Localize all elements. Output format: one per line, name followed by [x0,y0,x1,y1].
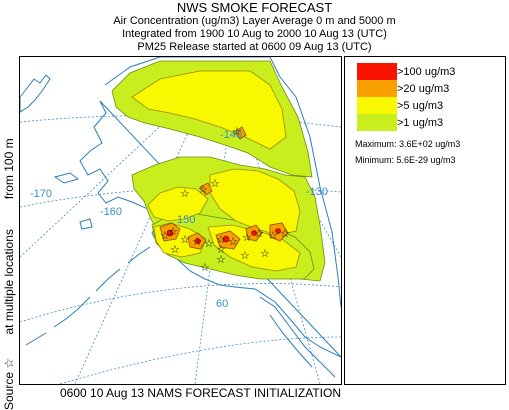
legend-swatch [357,80,397,97]
source-height: from 100 m [2,138,16,200]
legend: >100 ug/m3 >20 ug/m3 >5 ug/m3 >1 ug/m3 M… [344,56,506,385]
legend-minimum: Minimum: 5.6E-29 ug/m3 [355,155,456,165]
smoke-gt100-3 [222,235,230,243]
source-star-icon: ☆ [204,237,214,250]
source-star-icon: ☆ [216,243,226,256]
legend-label: >100 ug/m3 [397,65,456,78]
smoke-gt5-north [131,70,287,150]
smoke-gt100-2 [195,238,201,244]
nunivak-island [79,218,93,230]
source-star-icon: ☆ [216,233,226,246]
chart-subtitle-layer: Air Concentration (ug/m3) Layer Average … [113,15,396,27]
lat-line-55 [59,336,341,384]
legend-item-gt5: >5 ug/m3 [357,97,443,114]
aleutian-islands [25,246,151,346]
source-label: Source ☆ at multiple locations from 100 … [2,50,18,410]
legend-label: >1 ug/m3 [397,116,444,129]
legend-maximum: Maximum: 3.6E+02 ug/m3 [355,139,461,149]
legend-item-gt20: >20 ug/m3 [357,80,449,97]
source-star-icon: ☆ [200,261,210,274]
legend-item-gt1: >1 ug/m3 [357,114,443,131]
aleutian-1 [127,246,151,264]
source-star-icon: ☆ [168,225,178,238]
source-star-icon: ☆ [2,357,16,369]
lon-label-140: -140 [220,129,242,141]
source-locations: at multiple locations [2,229,16,335]
source-stars: ☆ ☆ ☆ ☆ ☆ ☆ ☆ ☆ ☆ ☆ ☆ ☆ ☆ ☆ ☆ ☆ ☆ ☆ ☆ ☆ … [160,125,290,274]
source-star-icon: ☆ [228,235,238,248]
lon-label-130: -130 [306,186,328,198]
forecast-initialization: 0600 10 Aug 13 NAMS FORECAST INITIALIZAT… [60,386,341,400]
source-star-icon: ☆ [232,125,242,138]
aleutian-2 [95,268,121,292]
source-star-icon: ☆ [210,177,220,190]
smoke-map: ☆ ☆ ☆ ☆ ☆ ☆ ☆ ☆ ☆ ☆ ☆ ☆ ☆ ☆ ☆ ☆ ☆ ☆ ☆ ☆ … [19,56,342,385]
legend-swatch [357,63,397,80]
smoke-gt5-west [147,186,209,222]
source-star-icon: ☆ [242,231,252,244]
chart-subtitle-release: PM25 Release started at 0600 09 Aug 13 (… [137,41,372,53]
legend-swatch [357,97,397,114]
source-star-icon: ☆ [240,249,250,262]
smoke-gt100-4 [251,230,257,236]
source-star-icon: ☆ [216,253,226,266]
smoke-gt20-6 [235,126,247,140]
aleutian-4 [25,332,47,346]
smoke-gt20-7 [199,182,213,196]
lon-label-150: 150 [177,214,195,226]
st-lawrence-island [53,172,80,184]
source-star-icon: ☆ [180,187,190,200]
source-star-icon: ☆ [280,227,290,240]
lon-line-160 [74,116,196,384]
lon-label-160: -160 [100,206,122,218]
map-canvas: ☆ ☆ ☆ ☆ ☆ ☆ ☆ ☆ ☆ ☆ ☆ ☆ ☆ ☆ ☆ ☆ ☆ ☆ ☆ ☆ … [20,57,341,384]
source-star-icon: ☆ [198,183,208,196]
russia-coast [20,74,51,113]
panhandle-coast [259,296,336,378]
smoke-gt100-1 [166,229,174,237]
aleutian-3 [53,296,91,328]
lat-line-60 [20,283,341,323]
chart-subtitle-integration: Integrated from 1900 10 Aug to 2000 10 A… [122,28,387,40]
legend-swatch [357,114,397,131]
source-star-icon: ☆ [192,235,202,248]
legend-label: >5 ug/m3 [397,99,444,112]
legend-item-gt100: >100 ug/m3 [357,63,455,80]
smoke-gt100-5 [275,228,281,234]
source-star-icon: ☆ [160,229,170,242]
smoke-gt5-central [209,168,301,236]
source-star-icon: ☆ [170,243,180,256]
source-star-icon: ☆ [254,227,264,240]
legend-label: >20 ug/m3 [397,82,450,95]
source-word: Source [2,371,16,410]
lat-label-60: 60 [216,298,228,310]
source-star-icon: ☆ [180,233,190,246]
source-star-icon: ☆ [260,247,270,260]
source-star-icon: ☆ [268,229,278,242]
smoke-gt100-contour [166,228,281,244]
lon-label-170: -170 [30,188,52,200]
chart-title: NWS SMOKE FORECAST [176,0,333,15]
